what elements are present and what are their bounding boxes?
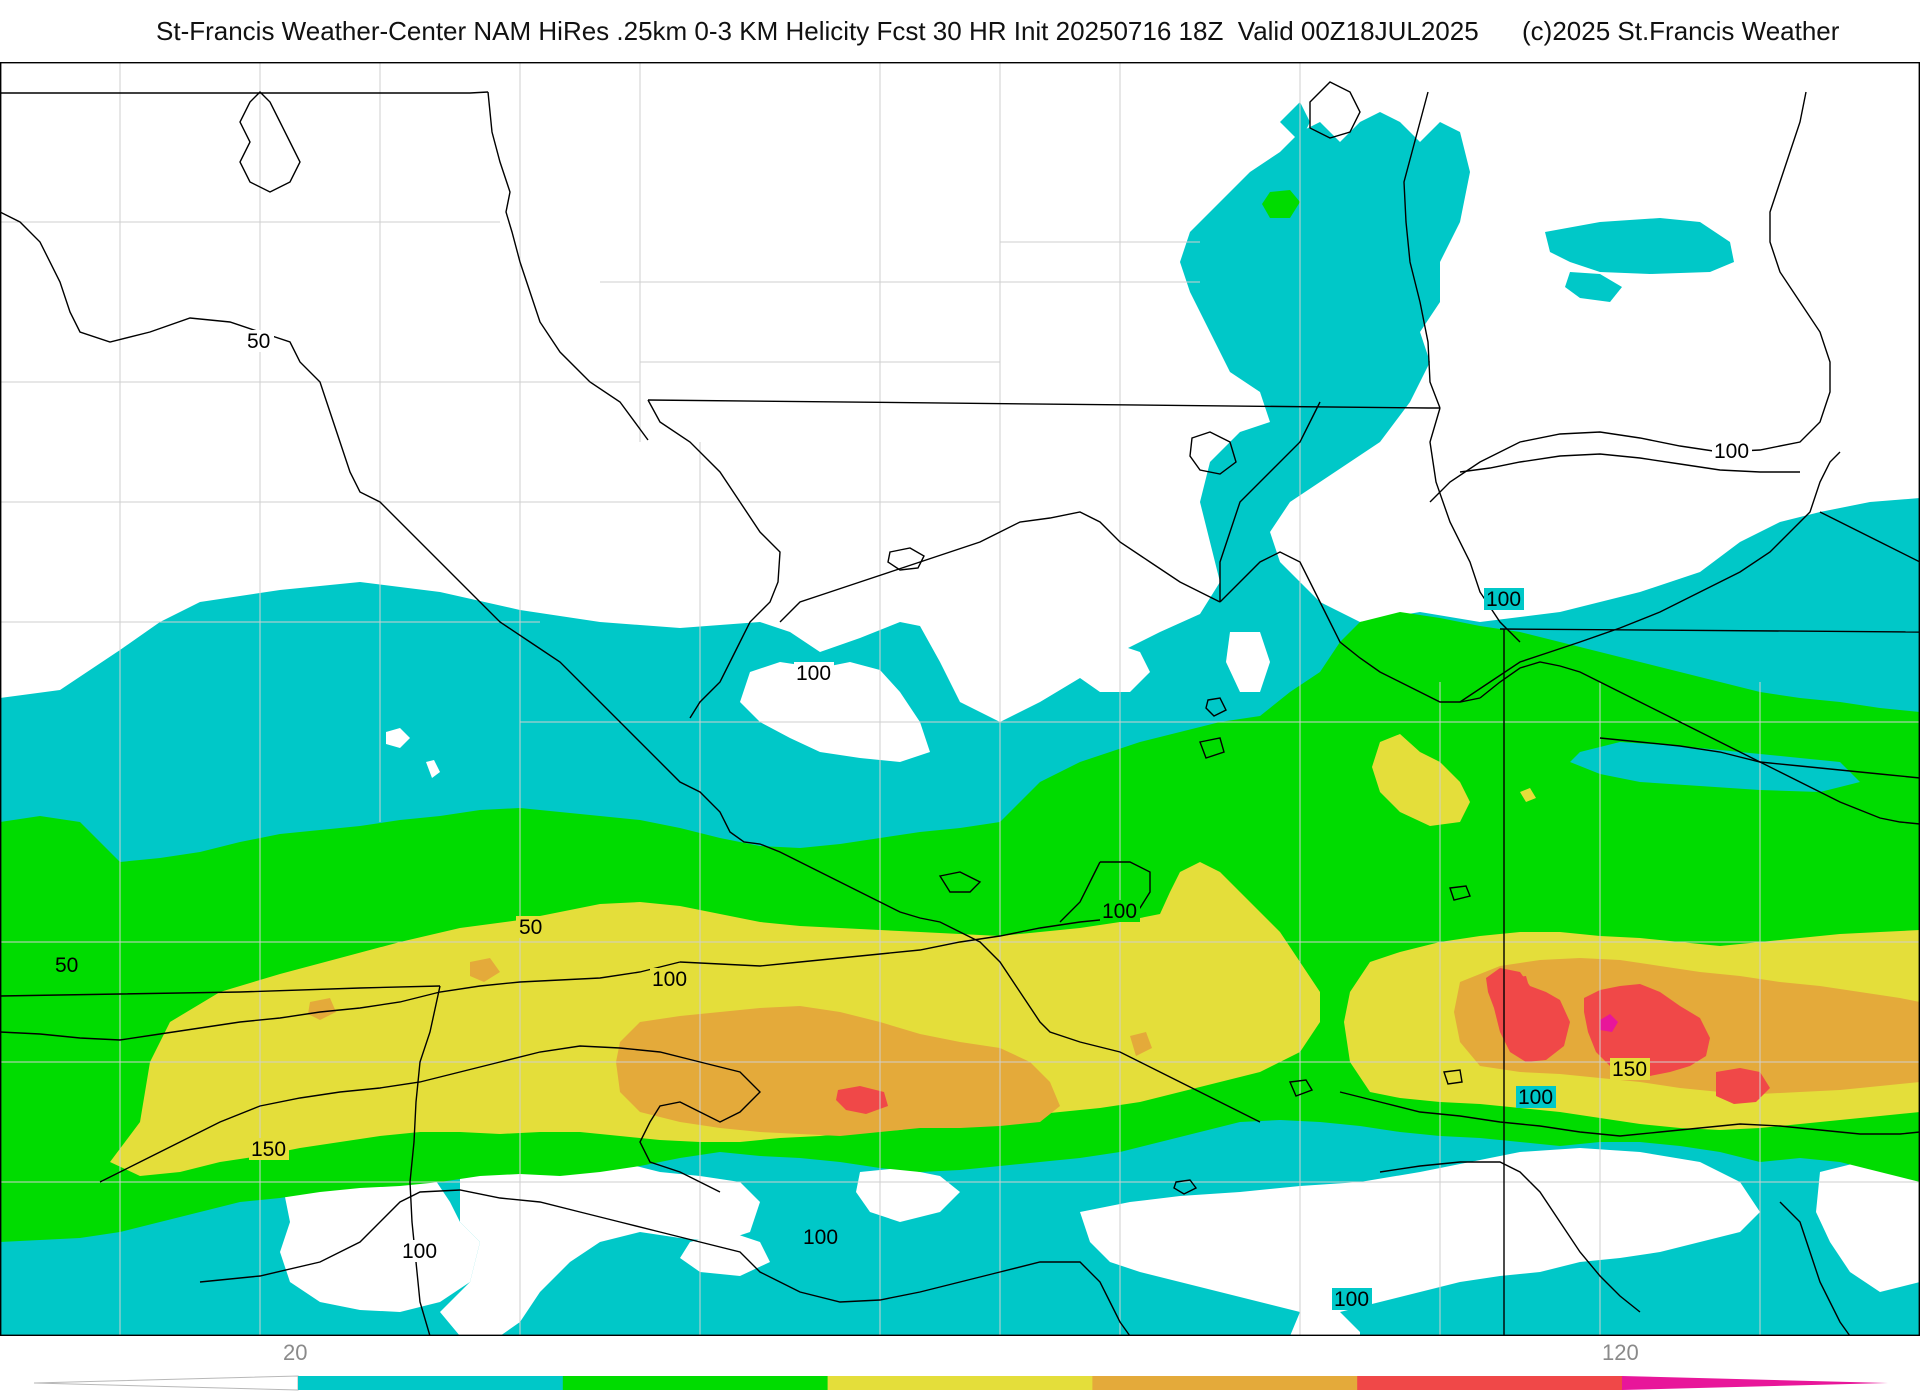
contour-label-text: 50	[519, 916, 542, 939]
legend-swatch	[298, 1376, 564, 1390]
contour-label: 100	[650, 968, 690, 991]
contour-label: 100	[794, 662, 834, 685]
helicity-map: 50 50 50 100 100 100 100 100	[0, 62, 1920, 1336]
contour-label-text: 100	[652, 968, 687, 991]
legend-swatch	[562, 1376, 829, 1390]
contour-label: 150	[1610, 1058, 1650, 1081]
copyright-label: (c)2025 St.Francis Weather	[1522, 16, 1840, 46]
map-title: St-Francis Weather-Center NAM HiRes .25k…	[156, 16, 1479, 46]
map-title-bar: St-Francis Weather-Center NAM HiRes .25k…	[0, 14, 1920, 50]
magenta-cells	[1600, 1014, 1618, 1032]
contour-label: 100	[400, 1240, 440, 1263]
contour-label: 100	[1484, 588, 1524, 611]
legend-swatch	[1092, 1376, 1358, 1390]
legend-swatches	[298, 1376, 1623, 1390]
contour-label-text: 100	[402, 1240, 437, 1263]
color-legend: 20 120	[0, 1340, 1920, 1400]
legend-swatch	[1357, 1376, 1623, 1390]
contour-label-text: 50	[247, 330, 270, 353]
contour-label-text: 100	[1714, 440, 1749, 463]
cyan-notches	[1056, 716, 1860, 792]
orange-band	[308, 958, 1920, 1136]
state-borders	[0, 91, 1920, 1336]
contour-label-text: 100	[796, 662, 831, 685]
contour-labels: 50 50 50 100 100 100 100 100	[52, 330, 1752, 1311]
contour-label-text: 100	[1102, 900, 1137, 923]
legend-tick-label: 20	[283, 1340, 308, 1365]
red-cells	[836, 968, 1770, 1114]
contour-label-text: 100	[803, 1226, 838, 1249]
legend-left-arrow	[33, 1375, 299, 1391]
legend-tick-label: 120	[1602, 1340, 1639, 1365]
contour-label: 100	[1516, 1086, 1556, 1109]
contour-label: 50	[52, 954, 82, 977]
contour-label: 50	[516, 916, 546, 939]
contour-label: 50	[244, 330, 274, 353]
legend-swatch	[827, 1376, 1093, 1390]
contour-label-text: 100	[1486, 588, 1521, 611]
contour-label-text: 100	[1518, 1086, 1553, 1109]
contour-label-text: 150	[251, 1138, 286, 1161]
contour-label-text: 150	[1612, 1058, 1647, 1081]
contour-label: 100	[1712, 440, 1752, 463]
map-border	[0, 62, 1920, 1336]
contour-label: 100	[1100, 900, 1140, 923]
contour-label-text: 50	[55, 954, 78, 977]
contour-label: 100	[1332, 1288, 1372, 1311]
legend-right-arrow	[1622, 1376, 1888, 1390]
contour-label: 100	[801, 1226, 841, 1249]
contour-label: 150	[249, 1138, 289, 1161]
contour-label-text: 100	[1334, 1288, 1369, 1311]
legend-colorbar	[33, 1375, 1888, 1391]
